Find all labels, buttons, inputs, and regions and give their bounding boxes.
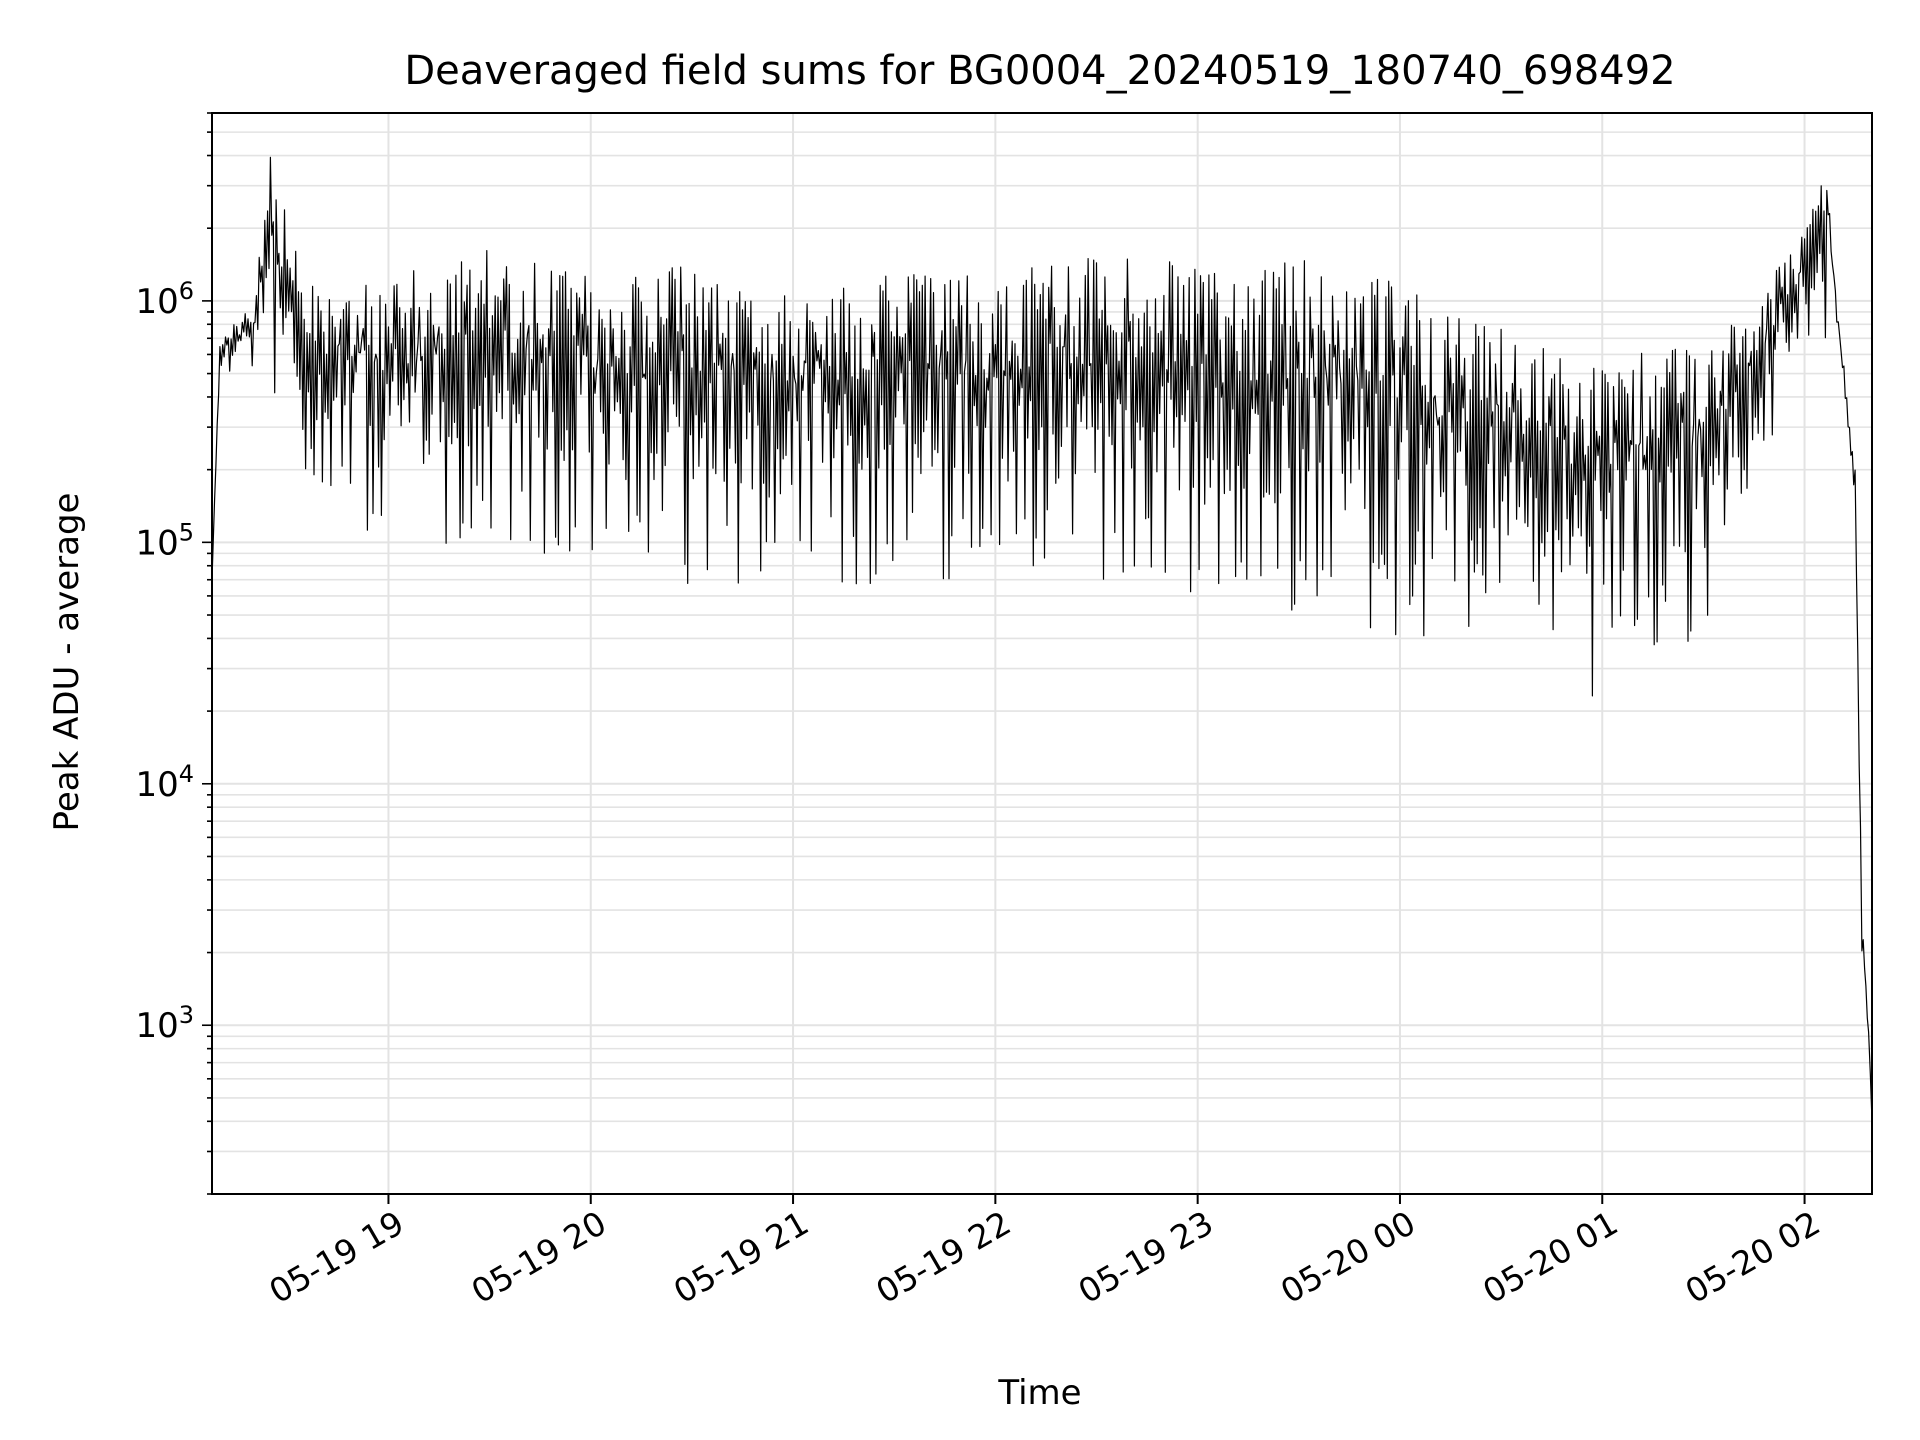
chart-title: Deaveraged field sums for BG0004_2024051… <box>404 48 1675 94</box>
series-line <box>211 156 1873 1122</box>
x-axis-label: Time <box>997 1373 1081 1413</box>
plot-frame <box>211 112 1873 1195</box>
grid <box>212 112 1872 1195</box>
y-tick-label: 105 <box>135 518 194 563</box>
y-tick-label: 106 <box>135 277 194 322</box>
y-tick-label: 103 <box>135 1001 194 1046</box>
data-series <box>211 156 1873 1122</box>
y-axis-label: Peak ADU - average <box>47 493 87 832</box>
y-tick-label: 104 <box>135 760 194 805</box>
